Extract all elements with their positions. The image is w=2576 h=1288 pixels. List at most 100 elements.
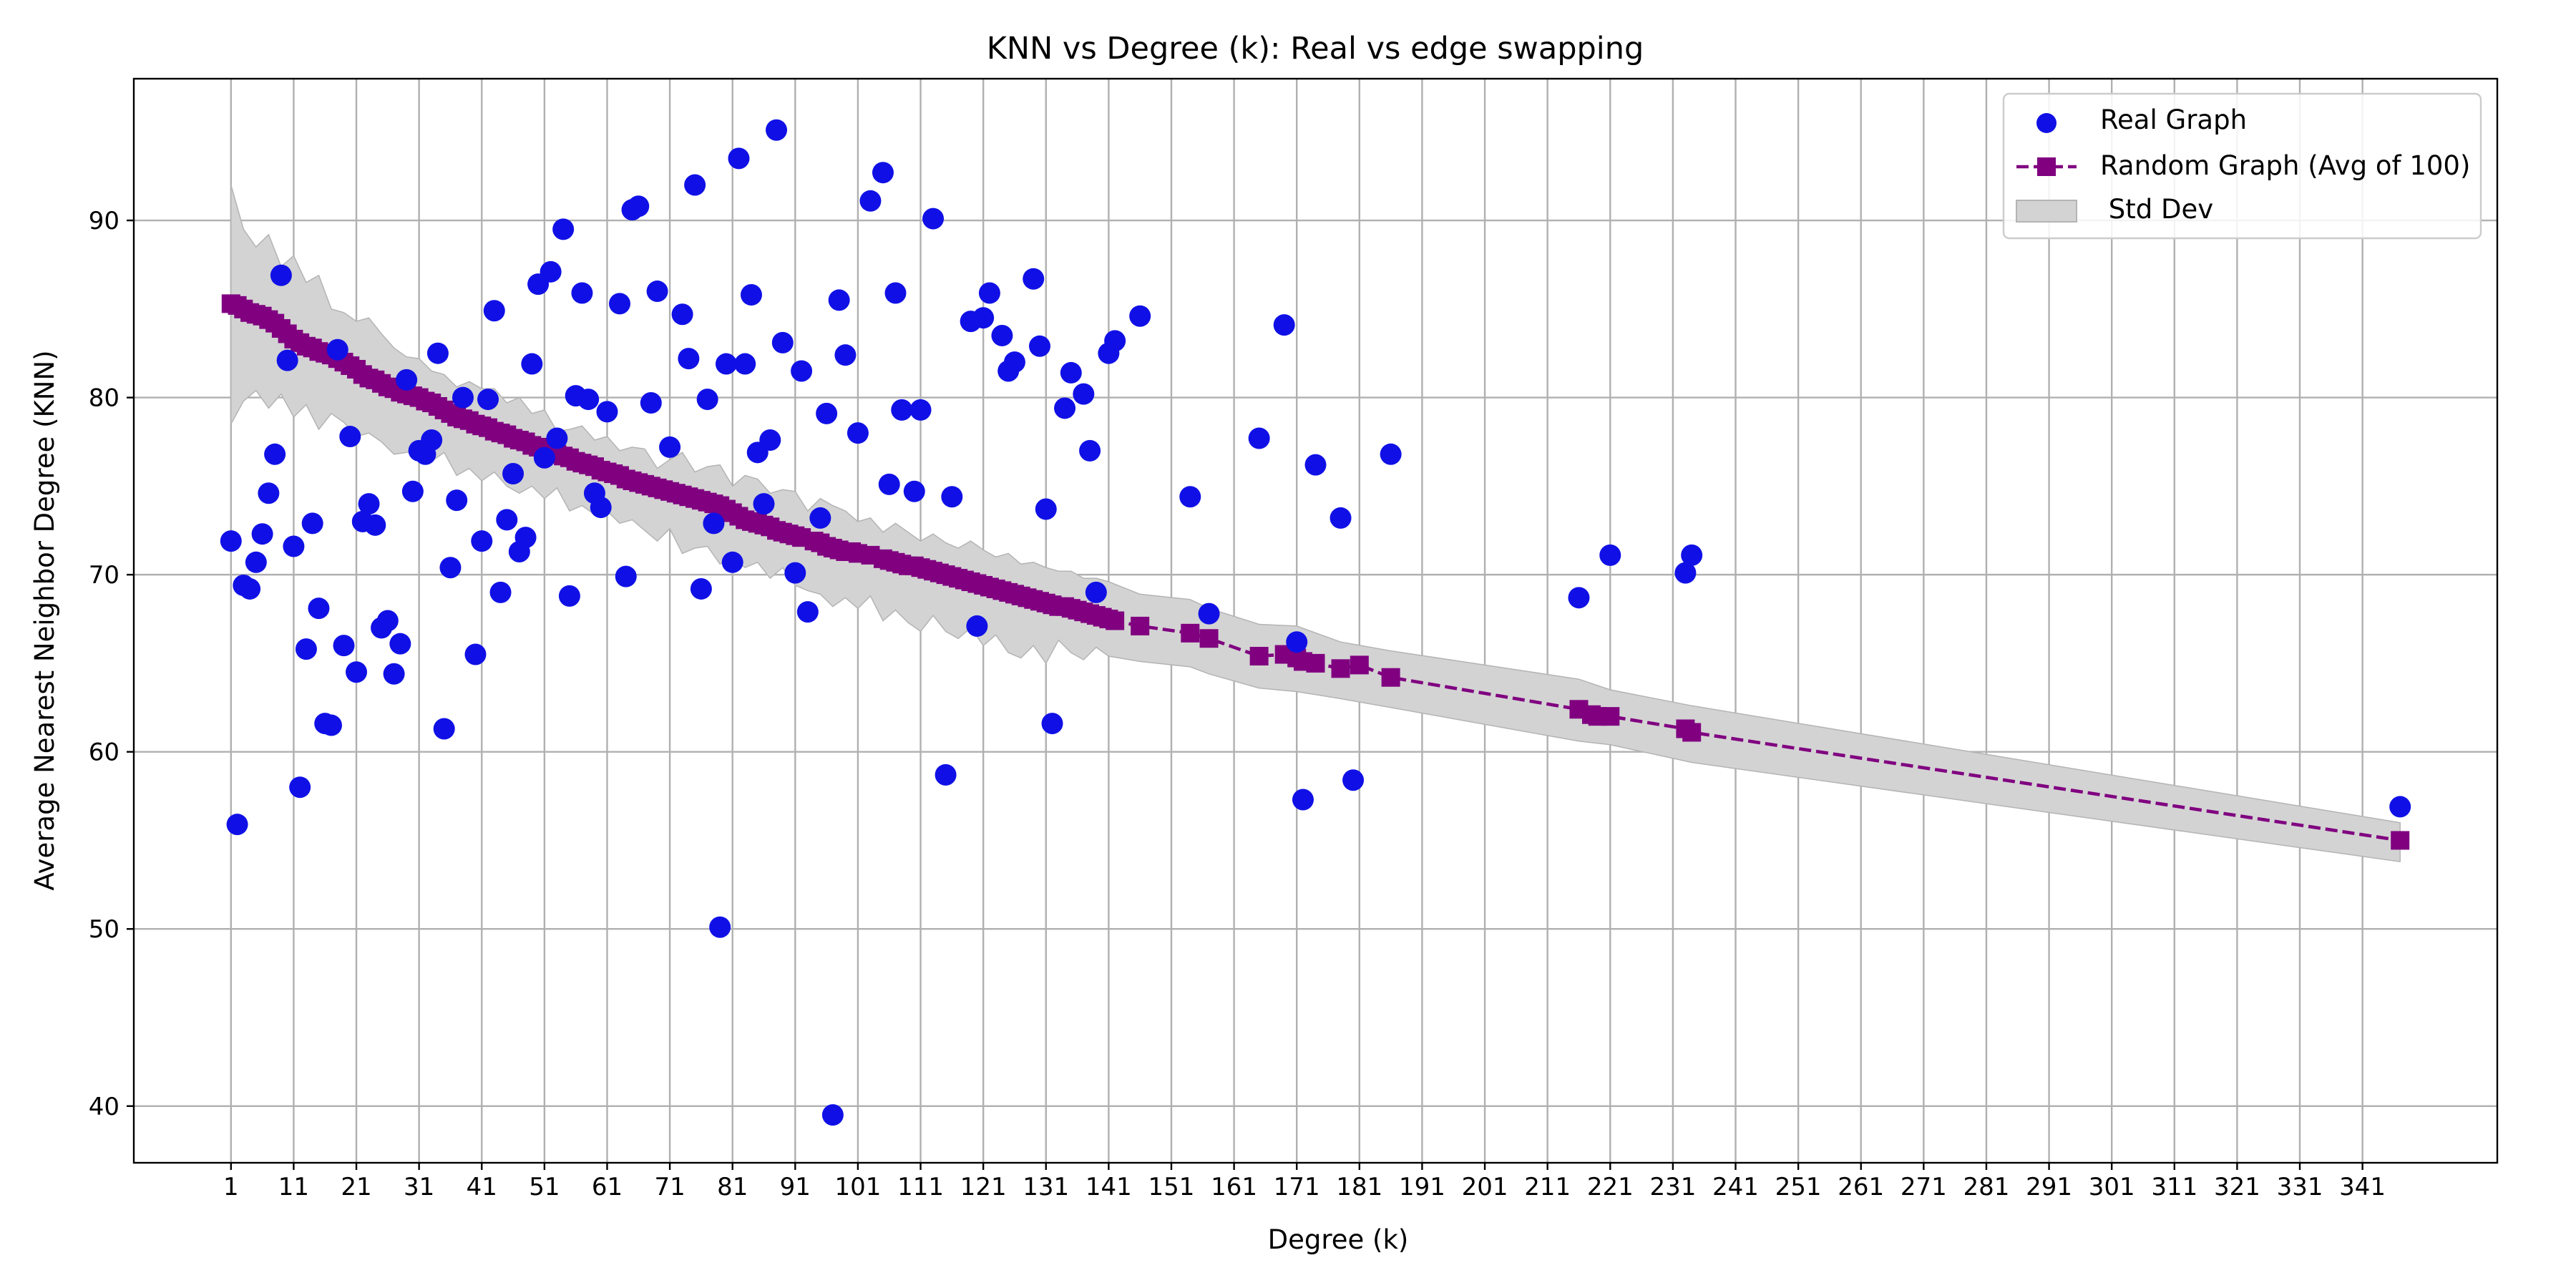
- x-tick-label: 131: [1023, 1173, 1069, 1201]
- x-tick-label: 111: [897, 1173, 944, 1201]
- x-tick-label: 321: [2214, 1173, 2260, 1201]
- real-graph-points: [220, 119, 2411, 1126]
- real-graph-point: [709, 916, 731, 938]
- real-graph-point: [433, 718, 455, 740]
- real-graph-point: [728, 147, 750, 170]
- real-graph-point: [721, 551, 743, 573]
- real-graph-point: [791, 360, 813, 382]
- random-graph-point: [1249, 647, 1269, 666]
- x-tick-label: 211: [1524, 1173, 1571, 1201]
- real-graph-point: [270, 264, 292, 286]
- x-tick-label: 261: [1838, 1173, 1884, 1201]
- x-tick-label: 241: [1712, 1173, 1759, 1201]
- real-graph-point: [283, 535, 305, 557]
- x-tick-label: 91: [780, 1173, 811, 1201]
- x-tick-label: 281: [1963, 1173, 2010, 1201]
- x-tick-label: 51: [529, 1173, 560, 1201]
- real-graph-point: [421, 429, 443, 451]
- y-tick-label: 70: [89, 561, 119, 590]
- real-graph-point: [966, 615, 988, 637]
- real-graph-point: [477, 389, 499, 411]
- real-graph-point: [1380, 443, 1402, 465]
- real-graph-point: [1054, 397, 1076, 419]
- x-tick-label: 201: [1462, 1173, 1508, 1201]
- real-graph-point: [1286, 631, 1308, 653]
- real-graph-point: [903, 480, 925, 502]
- real-graph-point: [502, 463, 525, 485]
- real-graph-point: [558, 585, 580, 607]
- real-graph-point: [1179, 486, 1201, 508]
- real-graph-point: [483, 300, 505, 322]
- legend-real-graph-label: Real Graph: [2100, 104, 2247, 135]
- real-graph-point: [333, 635, 355, 657]
- real-graph-point: [239, 577, 261, 600]
- x-tick-label: 41: [467, 1173, 497, 1201]
- real-graph-point: [289, 776, 311, 799]
- real-graph-point: [640, 392, 662, 414]
- random-graph-point: [1381, 668, 1400, 687]
- real-graph-point: [909, 399, 932, 421]
- real-graph-point: [245, 551, 267, 573]
- real-graph-point: [571, 282, 593, 304]
- real-graph-point: [383, 663, 405, 685]
- real-graph-point: [816, 402, 838, 424]
- real-graph-point: [514, 527, 537, 549]
- random-graph-point: [1682, 723, 1702, 742]
- random-graph-point: [1331, 659, 1350, 678]
- real-graph-point: [978, 282, 1000, 304]
- real-graph-point: [1073, 383, 1095, 405]
- real-graph-point: [389, 633, 411, 655]
- x-tick-label: 291: [2026, 1173, 2072, 1201]
- real-graph-point: [464, 643, 487, 665]
- real-graph-point: [1041, 713, 1063, 735]
- real-graph-point: [766, 119, 788, 141]
- real-graph-point: [891, 399, 913, 421]
- plot-frame: [132, 77, 2499, 1164]
- real-graph-point: [1029, 335, 1051, 357]
- x-tick-label: 221: [1587, 1173, 1634, 1201]
- real-graph-point: [258, 482, 280, 504]
- x-tick-label: 251: [1775, 1173, 1822, 1201]
- y-tick-label: 90: [89, 207, 119, 235]
- real-graph-point: [1568, 587, 1590, 609]
- real-graph-point: [834, 344, 857, 366]
- real-graph-point: [821, 1104, 844, 1126]
- real-graph-point: [226, 814, 248, 836]
- real-graph-point: [546, 427, 568, 449]
- legend-random-graph-label: Random Graph (Avg of 100): [2100, 150, 2470, 181]
- real-graph-point: [628, 195, 650, 218]
- real-graph-point: [847, 422, 869, 444]
- x-axis-ticks: 1 11 21 31 41 51 61 71 81 91 101 111 121 131 141 151 161…: [223, 1163, 2386, 1201]
- grid-lines: [134, 79, 2497, 1163]
- real-graph-point: [1198, 602, 1220, 625]
- real-graph-point: [346, 661, 368, 683]
- real-graph-point: [615, 565, 637, 587]
- real-graph-point: [540, 260, 562, 283]
- real-graph-point: [1003, 351, 1025, 374]
- real-graph-point: [521, 353, 543, 375]
- real-graph-point: [396, 369, 418, 391]
- x-tick-label: 141: [1085, 1173, 1132, 1201]
- real-graph-point: [734, 353, 756, 375]
- real-graph-point: [715, 353, 737, 375]
- real-graph-point: [426, 342, 449, 364]
- x-tick-label: 81: [717, 1173, 748, 1201]
- real-graph-point: [471, 530, 493, 552]
- random-graph-point: [1350, 655, 1369, 675]
- x-axis-label: Degree (k): [1268, 1224, 1409, 1255]
- real-graph-point: [646, 280, 668, 303]
- real-graph-point: [251, 523, 273, 545]
- real-graph-point: [1330, 507, 1352, 529]
- real-graph-point: [796, 601, 819, 623]
- x-tick-label: 181: [1336, 1173, 1382, 1201]
- x-tick-label: 161: [1211, 1173, 1257, 1201]
- y-tick-label: 60: [89, 738, 119, 767]
- real-graph-point: [376, 610, 399, 632]
- real-graph-point: [809, 507, 831, 529]
- real-graph-point: [320, 714, 342, 736]
- real-graph-point: [972, 307, 995, 329]
- real-graph-point: [703, 512, 725, 535]
- real-graph-point: [1681, 544, 1703, 566]
- random-graph-point: [1199, 629, 1219, 648]
